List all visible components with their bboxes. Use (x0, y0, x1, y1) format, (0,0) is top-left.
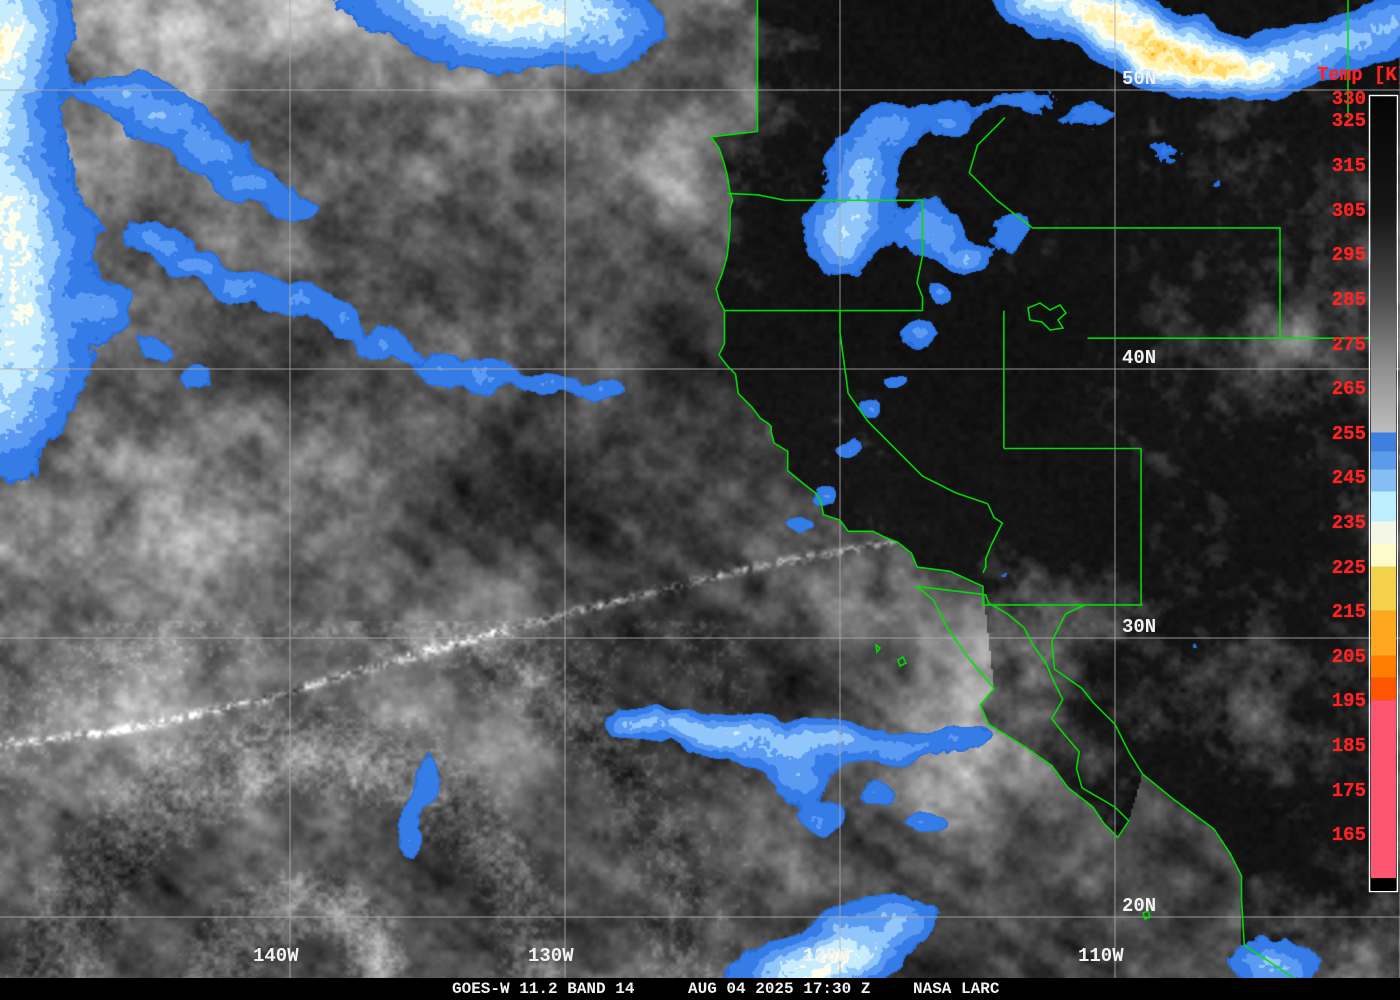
svg-text:305: 305 (1332, 200, 1366, 222)
svg-text:110W: 110W (1078, 945, 1124, 967)
svg-text:120W: 120W (803, 945, 849, 967)
svg-text:325: 325 (1332, 110, 1366, 132)
svg-text:20N: 20N (1122, 895, 1156, 917)
svg-text:185: 185 (1332, 735, 1366, 757)
svg-text:295: 295 (1332, 244, 1366, 266)
svg-text:225: 225 (1332, 557, 1366, 579)
svg-text:265: 265 (1332, 378, 1366, 400)
svg-text:130W: 130W (528, 945, 574, 967)
svg-text:AUG 04 2025 17:30 Z: AUG 04 2025 17:30 Z (688, 980, 870, 998)
svg-text:205: 205 (1332, 646, 1366, 668)
svg-text:Temp [K]: Temp [K] (1317, 64, 1400, 86)
svg-text:235: 235 (1332, 512, 1366, 534)
svg-text:275: 275 (1332, 334, 1366, 356)
svg-text:285: 285 (1332, 289, 1366, 311)
svg-text:255: 255 (1332, 423, 1366, 445)
svg-text:215: 215 (1332, 601, 1366, 623)
svg-text:330: 330 (1332, 88, 1366, 110)
svg-text:175: 175 (1332, 780, 1366, 802)
svg-text:195: 195 (1332, 690, 1366, 712)
svg-text:30N: 30N (1122, 616, 1156, 638)
svg-text:315: 315 (1332, 155, 1366, 177)
svg-text:GOES-W 11.2 BAND 14: GOES-W 11.2 BAND 14 (452, 980, 635, 998)
svg-text:245: 245 (1332, 467, 1366, 489)
svg-text:40N: 40N (1122, 347, 1156, 369)
svg-text:NASA LARC: NASA LARC (913, 980, 1000, 998)
svg-text:50N: 50N (1122, 68, 1156, 90)
svg-text:140W: 140W (253, 945, 299, 967)
svg-text:165: 165 (1332, 824, 1366, 846)
